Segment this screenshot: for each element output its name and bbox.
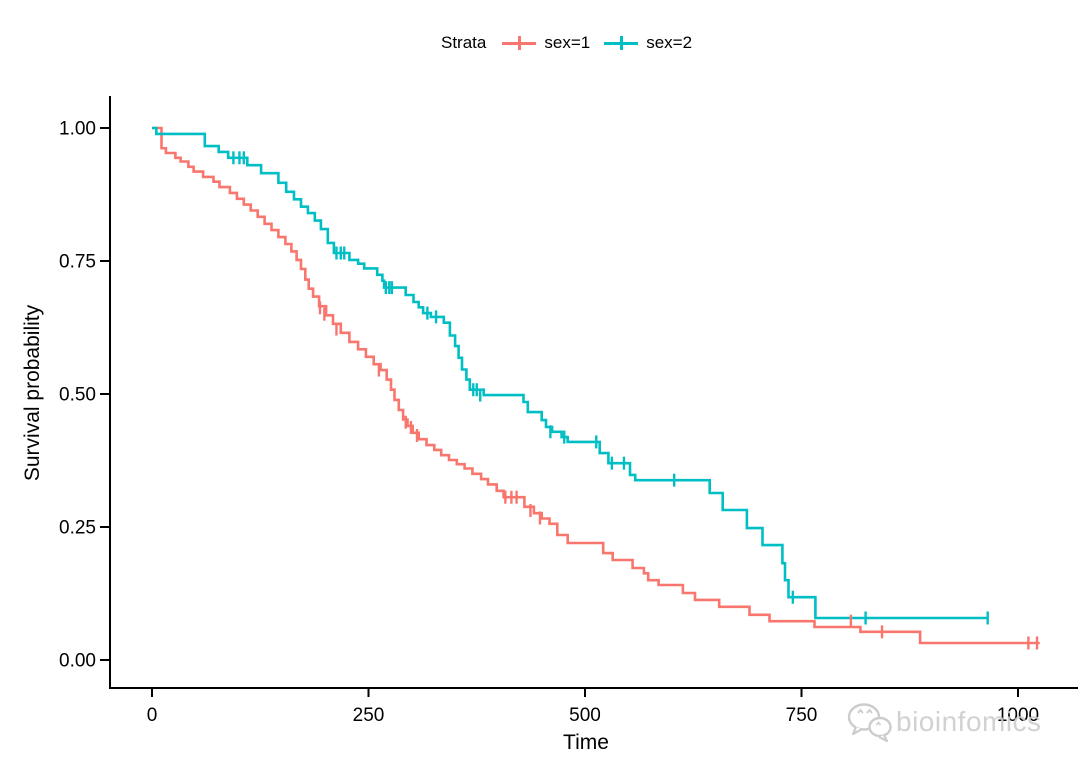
x-tick-label: 250	[353, 705, 385, 726]
x-tick-label: 0	[147, 705, 158, 726]
censor-marks	[232, 151, 1039, 650]
y-tick-label: 0.25	[59, 518, 96, 539]
y-axis-ticks: 0.00 0.25 0.50 0.75 1.00	[59, 119, 110, 672]
legend-label-sex2: sex=2	[646, 33, 693, 52]
y-tick-label: 1.00	[59, 119, 96, 140]
x-axis-title: Time	[563, 731, 609, 754]
x-axis-ticks: 0 250 500 750 1000	[147, 688, 1039, 726]
y-tick-label: 0.00	[59, 651, 96, 672]
y-axis-title: Survival probability	[21, 304, 44, 482]
x-tick-label: 750	[786, 705, 818, 726]
censor-plus-icon	[502, 35, 537, 51]
legend-item-sex1: sex=1	[502, 33, 590, 53]
survival-curve-sex2	[152, 126, 988, 620]
x-tick-label: 1000	[997, 705, 1039, 726]
axes	[109, 96, 1078, 689]
censor-plus-icon	[604, 35, 639, 51]
x-tick-label: 500	[569, 705, 601, 726]
legend: Strata sex=1 sex=2	[441, 31, 706, 55]
survival-curve-sex1	[152, 126, 1040, 645]
legend-item-sex2: sex=2	[604, 33, 692, 53]
y-tick-label: 0.75	[59, 252, 96, 273]
legend-title: Strata	[441, 33, 487, 52]
survival-curves	[152, 126, 1040, 645]
y-tick-label: 0.50	[59, 385, 96, 406]
legend-label-sex1: sex=1	[544, 33, 591, 52]
